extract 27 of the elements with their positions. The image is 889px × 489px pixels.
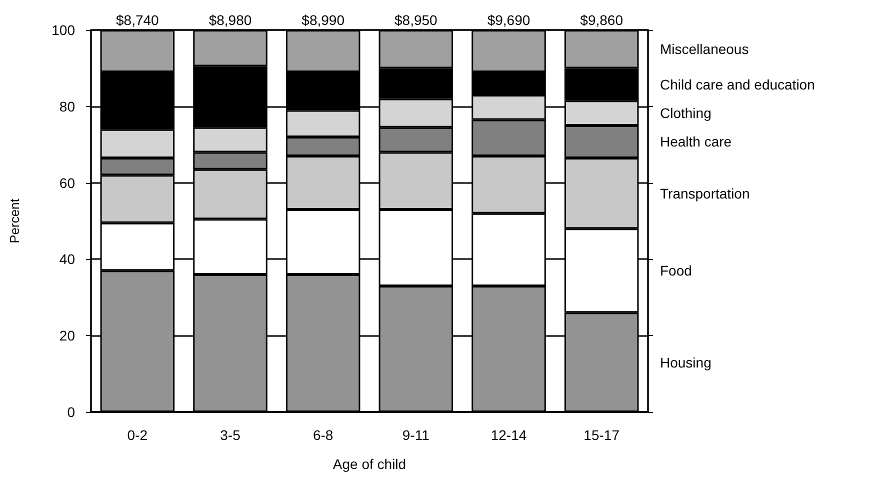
x-tick-label: 15-17 [584, 427, 620, 443]
annotation: $8,980 [208, 12, 252, 28]
y-tick-label: 40 [59, 251, 76, 268]
y-tick-label: 60 [59, 174, 76, 191]
series-label: Housing [660, 354, 712, 370]
x-tick-label: 3-5 [220, 427, 241, 443]
y-tick-label: 80 [59, 98, 76, 114]
y-tick-label: 100 [52, 22, 76, 38]
legend-label: Transportation [660, 185, 750, 202]
y-tick-label: 0 [67, 404, 76, 420]
legend-label: Clothing [660, 105, 712, 122]
x-tick-label: 9-11 [402, 427, 430, 443]
series-label: Child care and education [660, 76, 815, 92]
y-tick-label: 20 [59, 328, 76, 344]
x-tick-label: 6-8 [312, 427, 334, 443]
annotation: $8,740 [116, 12, 160, 28]
x-axis-title: Age of child [332, 456, 406, 472]
annotation: $8,950 [394, 12, 438, 28]
y-axis-title: Percent [7, 198, 22, 244]
legend-label: Miscellaneous [660, 41, 749, 58]
annotation: $8,990 [302, 12, 345, 28]
legend-label: Food [660, 262, 692, 279]
annotation: $9,860 [580, 12, 624, 28]
x-tick-label: 0-2 [127, 427, 148, 443]
x-tick-label: 12-14 [490, 427, 527, 443]
annotation: $9,690 [487, 12, 530, 28]
series-label: Health care [660, 134, 732, 150]
